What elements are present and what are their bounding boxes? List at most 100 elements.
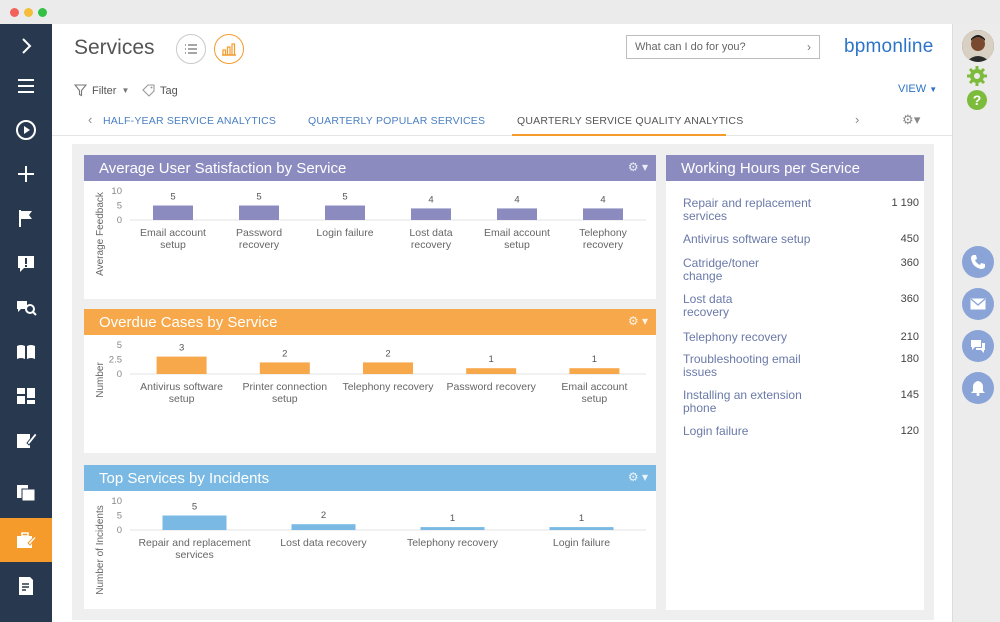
list-item[interactable]: Antivirus software setup 450 [683,233,919,246]
document-edit-icon[interactable] [0,564,52,608]
chart-bar[interactable] [156,356,207,374]
chart-title: Average User Satisfaction by Service [99,160,347,177]
chart-bar[interactable] [466,368,517,374]
hours-value: 145 [900,389,919,401]
data-label: 2 [282,348,287,359]
hours-value: 360 [900,257,919,269]
bell-icon[interactable] [962,372,994,404]
chart-bar[interactable] [239,205,279,221]
plus-icon[interactable] [0,152,52,196]
close-window-dot[interactable] [10,8,19,17]
chart-bar[interactable] [363,362,413,374]
dashboard-tabs: ‹ HALF-YEAR SERVICE ANALYTICS QUARTERLY … [52,110,952,136]
left-nav-bar [0,24,52,622]
chart-header: Top Services by Incidents ⚙ ▾ [84,465,656,491]
chart-bar[interactable] [259,362,310,374]
book-icon[interactable] [0,330,52,374]
y-tick-label: 5 [117,511,122,522]
minimize-window-dot[interactable] [24,8,33,17]
data-label: 5 [170,192,175,203]
category-label: Telephony recovery [407,537,499,549]
category-label: Telephony recovery [342,381,434,393]
list-item[interactable]: Repair and replacement services 1 190 [683,197,919,223]
list-item[interactable]: Lost data recovery 360 [683,293,919,319]
y-tick-label: 0 [117,215,122,226]
page-title: Services [74,36,155,59]
tabs-prev-chevron-icon[interactable]: ‹ [88,112,93,127]
list-item[interactable]: Troubleshooting email issues 180 [683,353,919,379]
list-icon [185,44,197,54]
list-item[interactable]: Installing an extension phone 145 [683,389,919,415]
data-label: 1 [489,354,494,365]
analytics-view-button[interactable] [214,34,244,64]
chart-header: Overdue Cases by Service ⚙ ▾ [84,309,656,335]
data-label: 2 [321,510,326,521]
chart-bar[interactable] [549,527,614,530]
chart-settings-gear-icon[interactable]: ⚙ ▾ [627,160,648,174]
chart-bar[interactable] [325,205,365,221]
search-people-icon[interactable] [0,286,52,330]
service-name: Telephony recovery [683,330,788,344]
chevron-right-icon: › [807,40,811,54]
tabs-settings-gear-icon[interactable]: ⚙▾ [902,112,921,127]
caret-down-icon: ▼ [929,85,938,94]
chart-bar[interactable] [162,515,227,531]
edit-icon[interactable] [0,418,52,462]
tag-button[interactable]: Tag [142,84,178,97]
chart-panel-incidents: Top Services by Incidents ⚙ ▾ Number of … [84,465,656,609]
service-icon[interactable] [0,518,52,562]
view-button[interactable]: VIEW ▼ [898,83,937,95]
chart-bar[interactable] [411,208,451,220]
category-label: Password [236,227,282,239]
category-label: Password recovery [447,381,537,393]
chart-bar[interactable] [291,524,356,530]
chart-title: Top Services by Incidents [99,470,270,487]
email-icon[interactable] [962,288,994,320]
chart-settings-gear-icon[interactable]: ⚙ ▾ [627,470,648,484]
gear-icon[interactable] [967,66,987,86]
dashboard-icon[interactable] [0,374,52,418]
tabs-next-chevron-icon[interactable]: › [855,112,860,127]
data-label: 1 [579,513,584,524]
window-titlebar [0,0,1000,24]
menu-icon[interactable] [0,64,52,108]
y-axis-label: Average Feedback [95,191,106,276]
chart-bar[interactable] [583,208,623,220]
chart-bar[interactable] [153,205,193,221]
chart-bar[interactable] [497,208,537,220]
chart-settings-gear-icon[interactable]: ⚙ ▾ [627,314,648,328]
command-search-input[interactable]: What can I do for you? › [626,35,820,59]
files-icon[interactable] [0,470,52,514]
list-item[interactable]: Catridge/toner change 360 [683,257,919,283]
phone-icon[interactable] [962,246,994,278]
category-label: Lost data [409,227,452,239]
right-communication-panel: ? [952,24,1000,622]
category-label: setup [160,239,186,251]
list-item[interactable]: Telephony recovery 210 [683,331,919,344]
y-tick-label: 5 [117,340,122,351]
chart-bar[interactable] [420,527,485,530]
hours-value: 210 [900,331,919,343]
chart-bar[interactable] [569,368,620,374]
play-icon[interactable] [0,108,52,152]
help-icon[interactable]: ? [967,90,987,110]
hours-value: 450 [900,233,919,245]
list-view-button[interactable] [176,34,206,64]
flag-icon[interactable] [0,196,52,240]
filter-label: Filter [92,84,117,97]
y-tick-label: 0 [117,525,122,536]
tag-label: Tag [160,84,178,97]
filter-button[interactable]: Filter ▼ [74,84,129,97]
maximize-window-dot[interactable] [38,8,47,17]
chevron-right-icon[interactable] [0,24,52,68]
list-item[interactable]: Login failure 120 [683,425,919,438]
category-label: Login failure [553,537,610,549]
working-hours-title: Working Hours per Service [681,160,860,177]
alert-icon[interactable] [0,242,52,286]
category-label: Login failure [316,227,373,239]
tab-quarterly-service-quality-analytics[interactable]: QUARTERLY SERVICE QUALITY ANALYTICS [517,115,744,127]
tab-half-year-service-analytics[interactable]: HALF-YEAR SERVICE ANALYTICS [103,115,277,127]
tab-quarterly-popular-services[interactable]: QUARTERLY POPULAR SERVICES [308,115,486,127]
chat-icon[interactable] [962,330,994,362]
avatar[interactable] [962,30,994,62]
